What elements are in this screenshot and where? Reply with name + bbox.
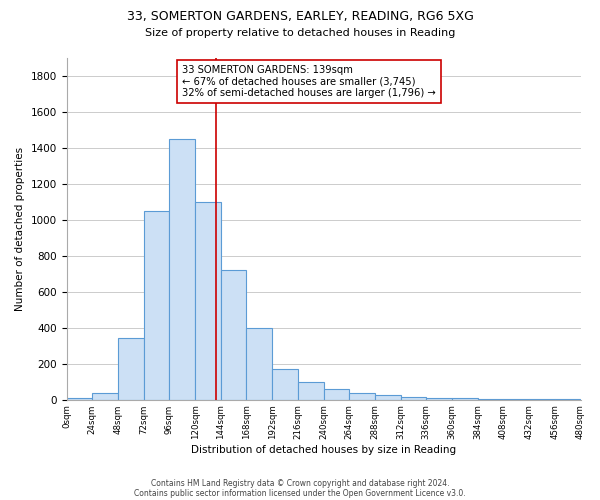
Bar — [195, 202, 221, 400]
Bar — [452, 398, 478, 400]
Text: Contains public sector information licensed under the Open Government Licence v3: Contains public sector information licen… — [134, 488, 466, 498]
Bar — [67, 398, 92, 400]
Bar — [503, 399, 529, 400]
Bar — [529, 399, 555, 400]
Bar — [247, 328, 272, 400]
Bar — [427, 398, 452, 400]
Bar — [118, 338, 143, 400]
Text: Size of property relative to detached houses in Reading: Size of property relative to detached ho… — [145, 28, 455, 38]
Bar — [478, 399, 503, 400]
X-axis label: Distribution of detached houses by size in Reading: Distribution of detached houses by size … — [191, 445, 456, 455]
Text: 33, SOMERTON GARDENS, EARLEY, READING, RG6 5XG: 33, SOMERTON GARDENS, EARLEY, READING, R… — [127, 10, 473, 23]
Bar — [169, 138, 195, 400]
Bar — [375, 395, 401, 400]
Bar — [323, 389, 349, 400]
Bar — [349, 392, 375, 400]
Text: 33 SOMERTON GARDENS: 139sqm
← 67% of detached houses are smaller (3,745)
32% of : 33 SOMERTON GARDENS: 139sqm ← 67% of det… — [182, 64, 436, 98]
Bar — [143, 210, 169, 400]
Bar — [92, 392, 118, 400]
Text: Contains HM Land Registry data © Crown copyright and database right 2024.: Contains HM Land Registry data © Crown c… — [151, 478, 449, 488]
Bar — [272, 369, 298, 400]
Bar — [401, 397, 427, 400]
Bar — [221, 270, 247, 400]
Y-axis label: Number of detached properties: Number of detached properties — [15, 146, 25, 310]
Bar — [298, 382, 323, 400]
